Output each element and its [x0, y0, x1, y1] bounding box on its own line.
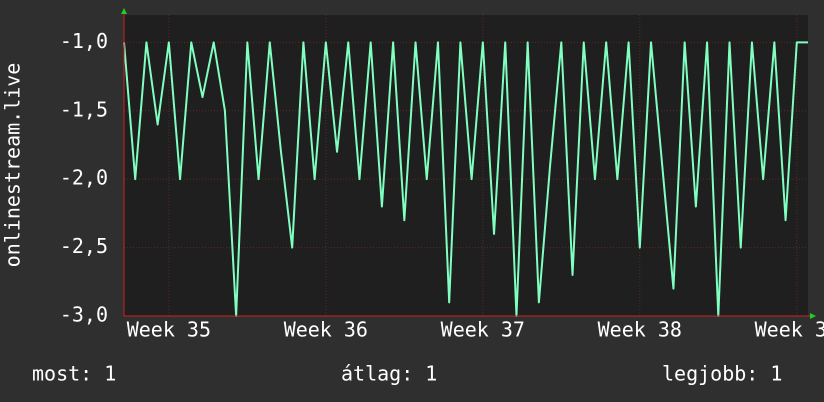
y-axis-arrow [121, 8, 127, 14]
y-tick-label: -2,5 [60, 234, 108, 258]
x-tick-label: Week 37 [441, 318, 525, 342]
y-tick-label: -3,0 [60, 303, 108, 327]
plot [123, 41, 808, 317]
footer-now: most: 1 [32, 362, 116, 386]
y-tick-label: -2,0 [60, 166, 108, 190]
y-axis-label: onlinestream.live [1, 63, 25, 268]
y-tick-label: -1,5 [60, 97, 108, 121]
x-tick-label: Week 39 [755, 318, 824, 342]
x-tick-label: Week 35 [127, 318, 211, 342]
data-line [123, 41, 808, 317]
x-tick-label: Week 38 [598, 318, 682, 342]
x-tick-label: Week 36 [284, 318, 368, 342]
footer-average: átlag: 1 [341, 362, 437, 386]
y-tick-label: -1,0 [60, 29, 108, 53]
x-axis-arrow [810, 313, 816, 319]
footer-max: legjobb: 1 [662, 362, 782, 386]
